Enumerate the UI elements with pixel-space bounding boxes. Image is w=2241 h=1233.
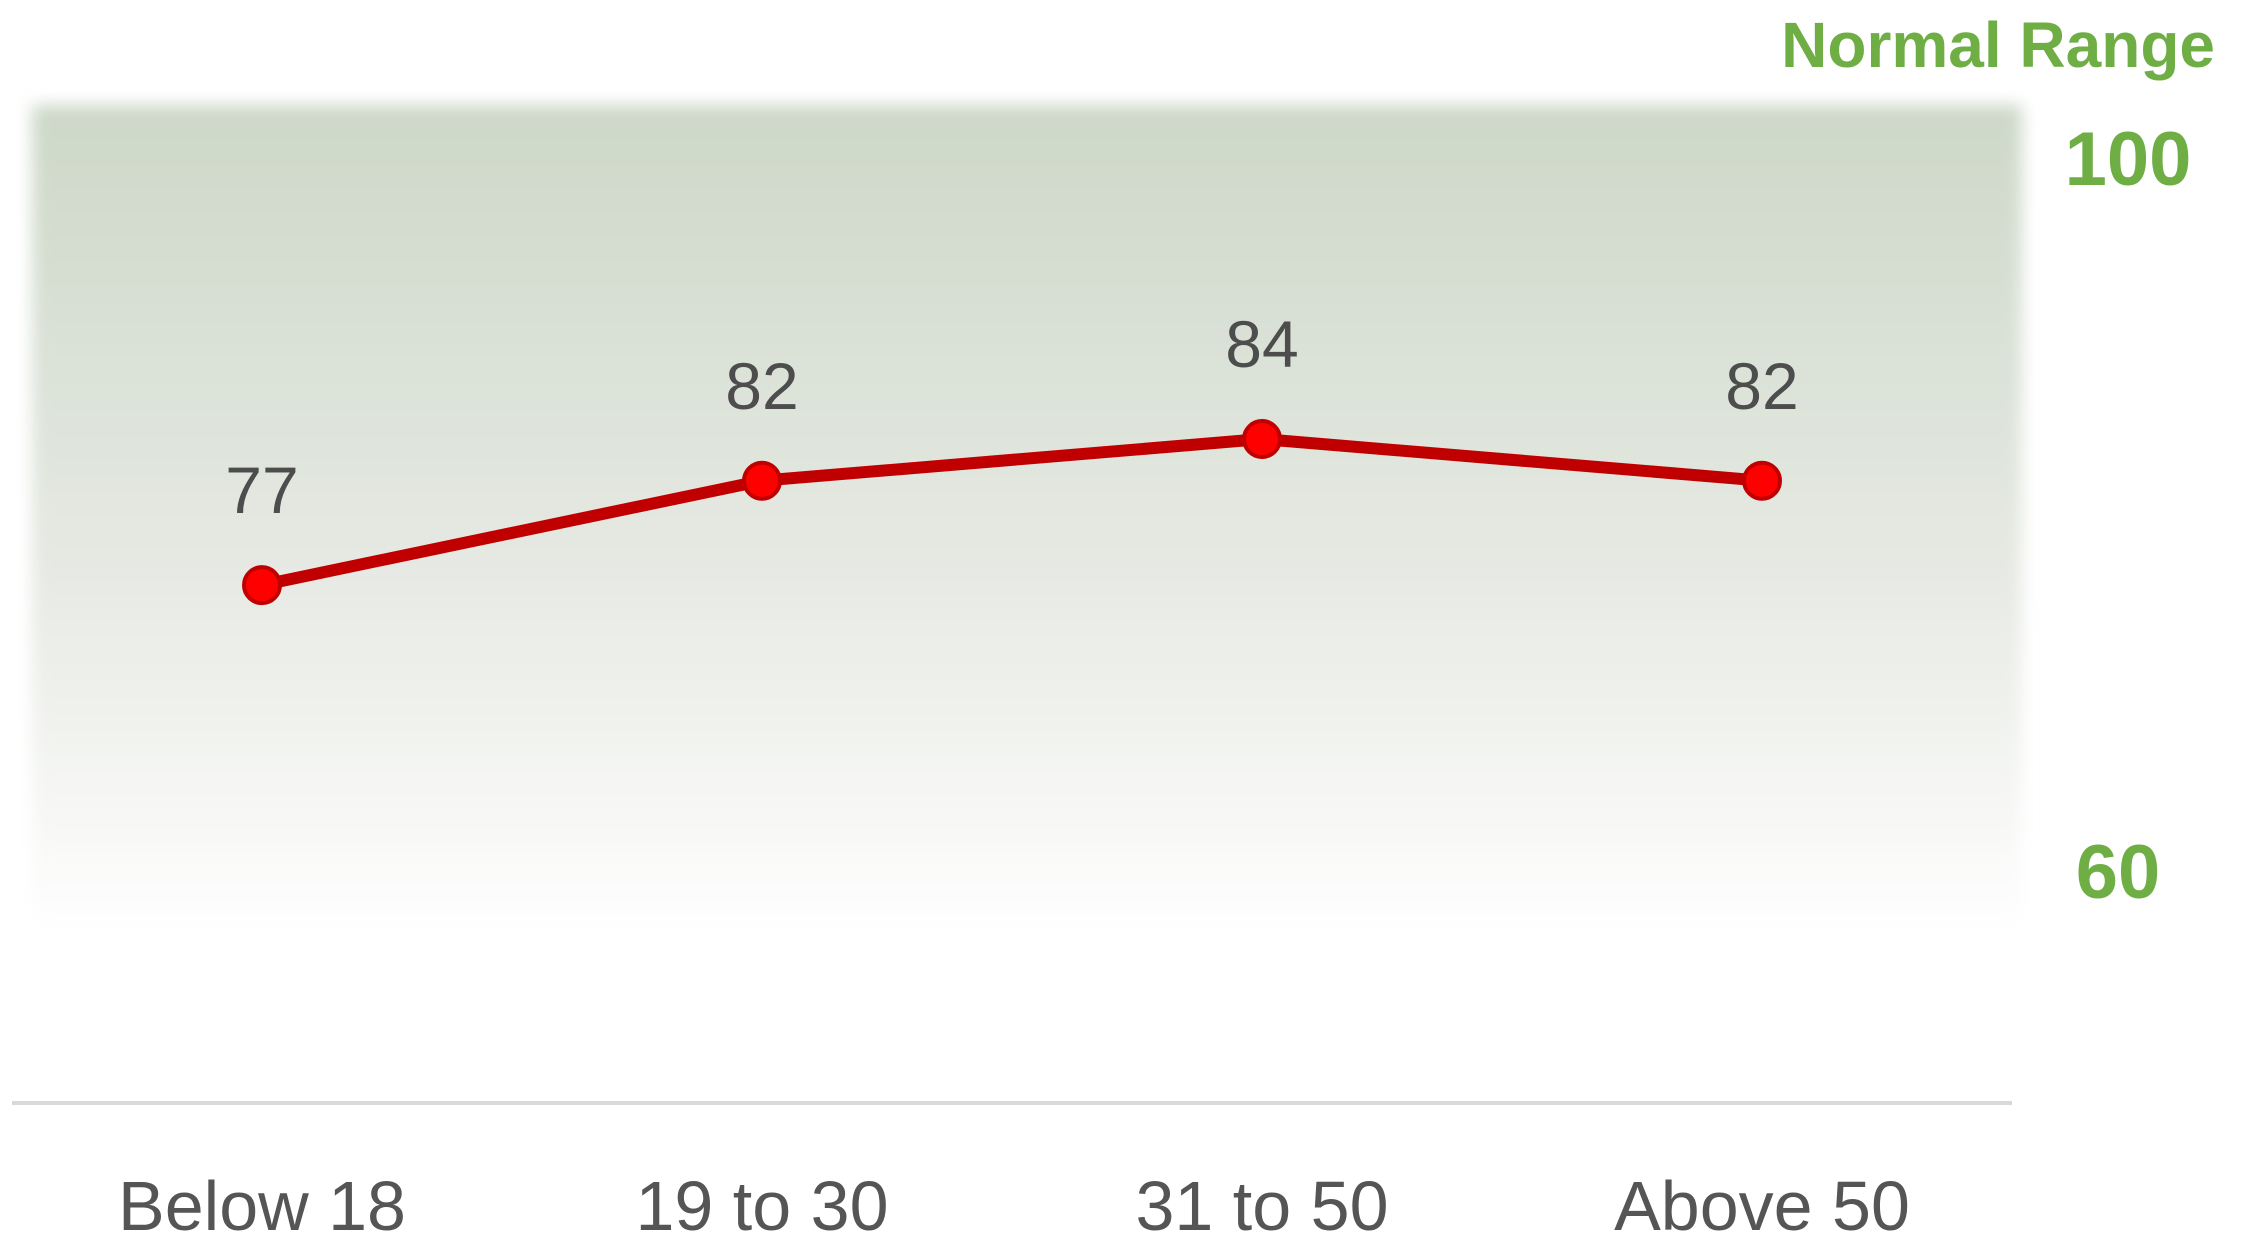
normal-range-band <box>32 105 2022 940</box>
data-label-2: 82 <box>725 349 798 423</box>
data-label-3: 84 <box>1225 307 1298 381</box>
x-tick-label-2: 19 to 30 <box>636 1167 889 1233</box>
data-point-1 <box>242 565 282 606</box>
data-point-3 <box>1242 419 1282 459</box>
normal-range-lower-label: 60 <box>2076 830 2161 915</box>
data-label-1: 77 <box>225 453 298 527</box>
normal-range-upper-label: 100 <box>2065 117 2192 202</box>
data-point-4 <box>1742 460 1782 501</box>
x-tick-label-4: Above 50 <box>1614 1167 1910 1233</box>
normal-range-title: Normal Range <box>1781 9 2215 81</box>
data-point-2 <box>742 460 782 501</box>
series-line <box>256 433 1768 592</box>
x-tick-label-1: Below 18 <box>118 1167 406 1233</box>
x-tick-label-3: 31 to 50 <box>1136 1167 1389 1233</box>
data-label-4: 82 <box>1725 349 1798 423</box>
chart-marks: 77 Below 18 82 19 to 30 84 31 to 50 82 Above 50 <box>118 307 1910 1233</box>
